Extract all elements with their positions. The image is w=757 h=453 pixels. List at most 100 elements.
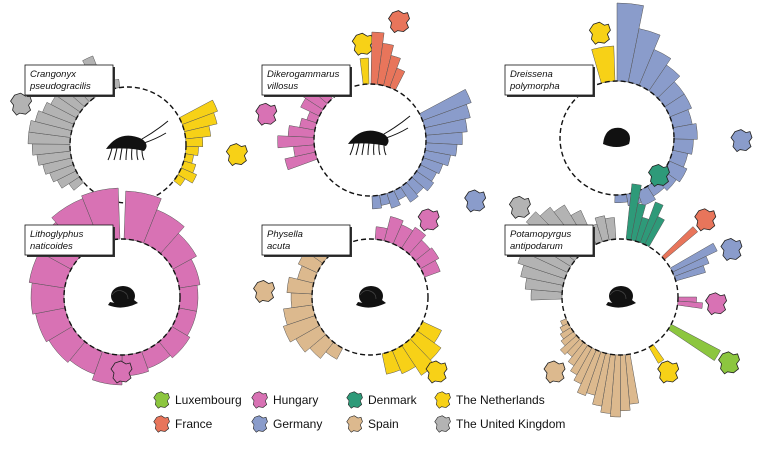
bar-germany-3 bbox=[638, 49, 672, 92]
legend-label: Luxembourg bbox=[175, 393, 242, 407]
species-name-line2: polymorpha bbox=[509, 81, 560, 92]
the-united-kingdom-map-icon bbox=[10, 92, 33, 116]
bar-luxembourg-1 bbox=[667, 323, 721, 361]
bar-the-netherlands-1 bbox=[359, 57, 370, 85]
bar-hungary-4 bbox=[401, 226, 427, 255]
the-united-kingdom-map-icon bbox=[508, 195, 531, 219]
legend-item-the-netherlands: The Netherlands bbox=[434, 391, 545, 409]
dashed-baseline-circle bbox=[561, 238, 679, 356]
segment-france bbox=[370, 31, 406, 91]
germany-map-icon bbox=[251, 415, 268, 433]
bar-france-3 bbox=[383, 55, 401, 88]
species-label-box bbox=[504, 64, 594, 96]
legend-item-luxembourg: Luxembourg bbox=[153, 391, 242, 409]
the-netherlands-map-icon bbox=[657, 360, 680, 384]
denmark-map-icon bbox=[648, 164, 670, 187]
species-name-line2: pseudogracilis bbox=[29, 81, 91, 92]
segment-the-netherlands bbox=[591, 45, 616, 84]
snail-silhouette-icon bbox=[606, 286, 636, 308]
bar-france-4 bbox=[389, 67, 406, 91]
hungary-map-icon bbox=[251, 391, 268, 409]
legend-label: Germany bbox=[273, 417, 322, 431]
species-name-line1: Dikerogammarus bbox=[267, 69, 340, 80]
spain-map-icon bbox=[346, 415, 363, 433]
species-label-box bbox=[261, 224, 351, 256]
luxembourg-map-icon bbox=[718, 351, 740, 375]
chart-panels: CrangonyxpseudogracilisDikerogammarusvil… bbox=[10, 2, 753, 418]
the-united-kingdom-map-icon bbox=[434, 415, 451, 433]
bar-spain-6 bbox=[290, 292, 313, 309]
legend-label: France bbox=[175, 417, 213, 431]
bar-germany-8 bbox=[672, 123, 698, 140]
segment-the-netherlands bbox=[359, 57, 370, 85]
segment-hungary bbox=[677, 296, 703, 309]
hungary-map-icon bbox=[417, 208, 440, 232]
snail-silhouette-icon bbox=[356, 286, 386, 308]
bar-spain-5 bbox=[283, 304, 316, 326]
segment-france bbox=[661, 226, 699, 261]
hungary-map-icon bbox=[705, 292, 728, 316]
dashed-baseline-circle bbox=[311, 238, 429, 356]
species-label-box bbox=[504, 224, 594, 256]
the-netherlands-map-icon bbox=[434, 391, 451, 409]
legend-item-germany: Germany bbox=[251, 415, 322, 433]
dashed-baseline-circle bbox=[63, 238, 181, 356]
the-netherlands-map-icon bbox=[588, 21, 611, 45]
bar-the-netherlands-1 bbox=[591, 45, 616, 84]
legend-item-france: France bbox=[153, 415, 213, 433]
bar-germany-4 bbox=[425, 131, 463, 145]
amphipod-silhouette-icon bbox=[106, 120, 169, 161]
france-map-icon bbox=[388, 10, 410, 34]
species-name-line1: Potamopyrgus bbox=[510, 229, 572, 240]
legend: Luxembourg Hungary Denmark The Netherlands F… bbox=[153, 391, 565, 433]
france-map-icon bbox=[153, 415, 170, 433]
legend-label: Denmark bbox=[368, 393, 418, 407]
segment-luxembourg bbox=[667, 323, 721, 361]
bar-spain-15 bbox=[559, 322, 572, 333]
bar-germany-5 bbox=[424, 142, 458, 157]
bar-france-1 bbox=[661, 226, 699, 261]
legend-label: The United Kingdom bbox=[456, 417, 565, 431]
amphipod-silhouette-icon bbox=[348, 115, 411, 156]
legend-item-denmark: Denmark bbox=[346, 391, 418, 409]
france-map-icon bbox=[694, 208, 717, 232]
bar-germany-1 bbox=[419, 88, 472, 121]
bar-the-united-kingdom-10 bbox=[42, 101, 78, 125]
spain-map-icon bbox=[253, 280, 275, 304]
the-netherlands-map-icon bbox=[351, 32, 374, 56]
bar-spain-8 bbox=[573, 347, 597, 385]
the-netherlands-map-icon bbox=[225, 143, 248, 167]
species-name-line1: Crangonyx bbox=[30, 69, 77, 80]
bar-hungary-5 bbox=[178, 284, 199, 312]
legend-label: Spain bbox=[368, 417, 399, 431]
mussel-silhouette-icon bbox=[603, 127, 630, 147]
segment-denmark bbox=[625, 183, 665, 248]
hungary-map-icon bbox=[110, 360, 133, 384]
species-name-line1: Lithoglyphus bbox=[30, 229, 84, 240]
species-name-line2: villosus bbox=[267, 81, 298, 92]
luxembourg-map-icon bbox=[153, 391, 170, 409]
germany-map-icon bbox=[720, 238, 743, 262]
legend-item-spain: Spain bbox=[346, 415, 399, 433]
snail-silhouette-icon bbox=[108, 286, 138, 308]
bar-spain-10 bbox=[567, 341, 589, 367]
bar-hungary-3 bbox=[277, 135, 315, 149]
species-label-box bbox=[24, 64, 114, 96]
legend-item-hungary: Hungary bbox=[251, 391, 318, 409]
bar-the-netherlands-1 bbox=[648, 344, 665, 364]
segment-germany bbox=[614, 2, 698, 207]
bar-germany-2 bbox=[422, 104, 471, 129]
bar-the-united-kingdom-9 bbox=[34, 110, 75, 132]
species-name-line2: antipodarum bbox=[510, 241, 563, 252]
legend-item-the-united-kingdom: The United Kingdom bbox=[434, 415, 565, 433]
bar-the-netherlands-5 bbox=[381, 350, 401, 375]
the-netherlands-map-icon bbox=[425, 360, 448, 384]
denmark-map-icon bbox=[346, 391, 363, 409]
bar-germany-1 bbox=[669, 242, 718, 273]
